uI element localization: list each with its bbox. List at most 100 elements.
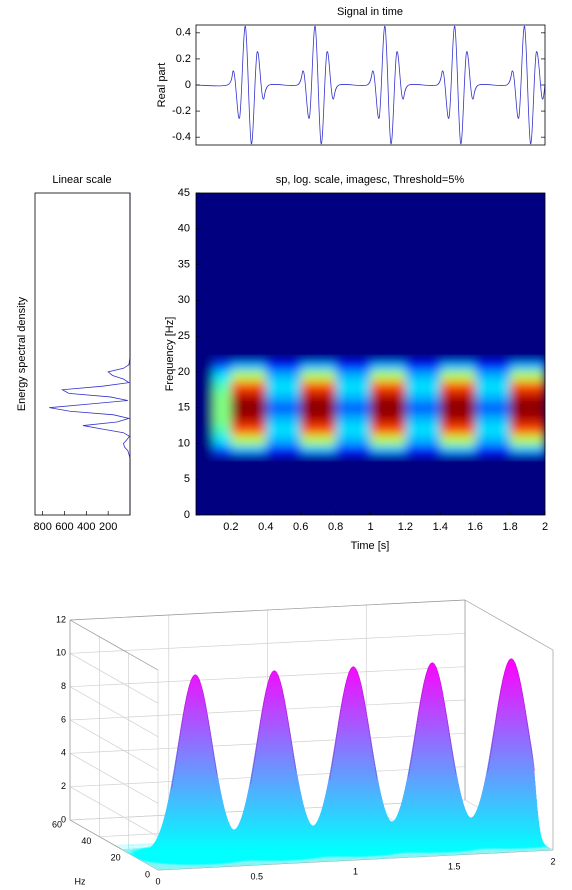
heatmap-cell xyxy=(405,445,424,457)
heatmap-cell xyxy=(527,359,545,371)
heatmap-cell xyxy=(318,380,337,393)
box-edge xyxy=(464,599,554,651)
y-tick-label: 45 xyxy=(178,187,190,199)
heatmap-cell xyxy=(353,359,371,371)
heatmap-cell xyxy=(353,445,371,457)
heatmap-cell xyxy=(248,370,267,382)
heatmap-cell xyxy=(492,434,511,446)
surface-slice xyxy=(152,846,548,867)
heatmap-cell xyxy=(283,380,302,393)
peak-ridge xyxy=(329,666,378,781)
heatmap-cell xyxy=(196,370,214,382)
heatmap-cell xyxy=(248,391,267,403)
heatmap-cell xyxy=(196,434,214,446)
heatmap-cell xyxy=(510,445,529,457)
heatmap-cell xyxy=(283,391,302,403)
grid-line xyxy=(69,686,159,737)
y-tick-label: 0 xyxy=(184,509,190,521)
y-tick-label: 0.2 xyxy=(176,53,191,65)
heatmap-cell xyxy=(283,370,302,382)
heatmap-cell xyxy=(248,445,267,457)
heatmap-cell xyxy=(405,413,424,425)
heatmap-cells xyxy=(196,359,545,457)
heatmap-cell xyxy=(475,434,494,446)
heatmap-cell xyxy=(370,380,389,393)
surface-slice xyxy=(154,847,550,868)
heatmap-cell xyxy=(335,402,354,414)
heatmap-cell xyxy=(387,413,406,425)
heatmap-cell xyxy=(370,413,389,425)
heatmap-cell xyxy=(387,359,406,371)
surface-slice xyxy=(156,849,552,870)
heatmap-cell xyxy=(492,380,511,393)
heatmap-cell xyxy=(213,391,232,403)
heatmap-cell xyxy=(387,423,406,435)
heatmap-cell xyxy=(457,402,476,414)
surface-slice xyxy=(153,847,549,868)
x-tick-label: 1.6 xyxy=(468,521,483,533)
x-tick-label: 1.8 xyxy=(502,521,517,533)
signal-ylabel: Real part xyxy=(156,63,168,108)
heatmap-cell xyxy=(527,413,545,425)
heatmap-cell xyxy=(335,413,354,425)
y-tick-label: 5 xyxy=(184,473,190,485)
surface-slice xyxy=(151,846,547,867)
heatmap-cell xyxy=(405,434,424,446)
surface-slice xyxy=(155,848,551,869)
x-tick-label: 0 xyxy=(155,876,160,886)
heatmap-cell xyxy=(510,423,529,435)
heatmap-cell xyxy=(492,423,511,435)
heatmap-cell xyxy=(457,423,476,435)
heatmap-cell xyxy=(335,434,354,446)
heatmap-cell xyxy=(353,423,371,435)
heatmap-cell xyxy=(440,434,459,446)
y-tick-label: 20 xyxy=(178,366,190,378)
heatmap-cell xyxy=(318,402,337,414)
heatmap-cell xyxy=(213,380,232,393)
heatmap-cell xyxy=(370,445,389,457)
heatmap-blur xyxy=(196,359,545,457)
heatmap-cell xyxy=(283,434,302,446)
heatmap-cell xyxy=(387,445,406,457)
heatmap-cell xyxy=(248,359,267,371)
heatmap-cell xyxy=(265,445,284,457)
axes-box xyxy=(195,24,546,146)
surface-slice xyxy=(156,848,552,869)
heatmap-cell xyxy=(248,434,267,446)
heatmap-cell xyxy=(230,391,249,403)
heatmap-cell xyxy=(213,370,232,382)
y-tick-label: -0.2 xyxy=(172,105,191,117)
heatmap-cell xyxy=(527,391,545,403)
heatmap-cell xyxy=(300,434,319,446)
y-tick-label: 35 xyxy=(178,258,190,270)
heatmap-cell xyxy=(196,380,214,393)
x-tick-label: 1.4 xyxy=(433,521,448,533)
heatmap-cell xyxy=(318,434,337,446)
x-tick-label: 600 xyxy=(55,521,73,533)
heatmap-cell xyxy=(265,380,284,393)
signal-title: Signal in time xyxy=(337,6,403,18)
heatmap-cell xyxy=(196,359,214,371)
heatmap-cell xyxy=(457,413,476,425)
surface-slice xyxy=(157,849,553,870)
x-tick-label: 400 xyxy=(77,521,95,533)
heatmap-cell xyxy=(265,402,284,414)
peak-ridge xyxy=(408,662,457,777)
heatmap-cell xyxy=(405,359,424,371)
surface-slice xyxy=(158,850,553,870)
grid-line xyxy=(69,719,159,771)
heatmap-cell xyxy=(196,445,214,457)
heatmap-cell xyxy=(300,402,319,414)
esd-title: Linear scale xyxy=(52,174,111,186)
axes-box xyxy=(34,192,131,516)
z-tick-label: 2 xyxy=(61,781,66,791)
heatmap-cell xyxy=(300,413,319,425)
heatmap-cell xyxy=(353,402,371,414)
heatmap-cell xyxy=(387,370,406,382)
heatmap-cell xyxy=(510,413,529,425)
heatmap-cell xyxy=(440,423,459,435)
heatmap-cell xyxy=(196,423,214,435)
surface-ylabel: Hz xyxy=(75,876,86,886)
peak-ridge xyxy=(171,674,218,790)
x-tick-label: 0.8 xyxy=(328,521,343,533)
